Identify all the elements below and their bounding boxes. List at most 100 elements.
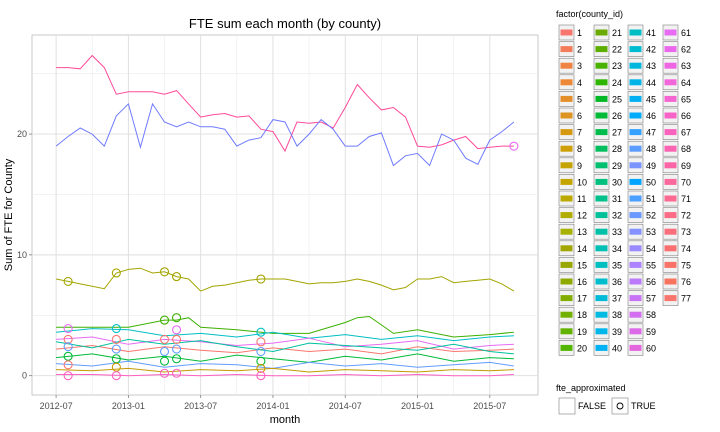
approximated-point xyxy=(172,344,182,354)
legend-label: 13 xyxy=(577,227,587,237)
approximated-point xyxy=(111,344,121,354)
approximated-point xyxy=(111,371,121,381)
legend-label: 25 xyxy=(612,94,622,104)
legend-swatch xyxy=(664,228,677,235)
legend-label: 9 xyxy=(577,161,582,171)
legend-swatch xyxy=(629,328,642,335)
legend-swatch xyxy=(629,228,642,235)
legend-swatch xyxy=(560,95,573,102)
legend-swatch xyxy=(629,195,642,202)
approximated-point xyxy=(509,141,519,151)
legend-swatch xyxy=(560,311,573,318)
shape-legend-key xyxy=(558,397,576,415)
legend-label: 72 xyxy=(681,211,691,221)
legend-label: 29 xyxy=(612,161,622,171)
legend-swatch xyxy=(664,261,677,268)
legend-swatch xyxy=(595,178,608,185)
legend-label: 21 xyxy=(612,28,622,38)
legend-swatch xyxy=(664,145,677,152)
legend-swatch xyxy=(664,29,677,36)
legend-swatch xyxy=(629,112,642,119)
approximated-point xyxy=(159,334,170,344)
legend-label: 65 xyxy=(681,94,691,104)
legend-swatch xyxy=(664,95,677,102)
x-axis-ticks: 2012-07 2013-01 2013-07 2014-01 2014-07 2015-… xyxy=(40,395,506,411)
approximated-point xyxy=(63,360,73,370)
x-tick-label: 2015-01 xyxy=(401,401,434,411)
legend-label: 1 xyxy=(577,28,582,38)
legend-swatch xyxy=(629,295,642,302)
legend-label: 8 xyxy=(577,144,582,154)
legend-swatch xyxy=(595,344,608,351)
legend-label: 26 xyxy=(612,111,622,121)
legend-label: 6 xyxy=(577,111,582,121)
legend-label: 37 xyxy=(612,294,622,304)
series-line xyxy=(56,328,514,342)
legend-label: 66 xyxy=(681,111,691,121)
shape-legend-label: TRUE xyxy=(631,401,656,411)
legend-swatch xyxy=(560,162,573,169)
legend-label: 44 xyxy=(646,78,656,88)
legend-label: 18 xyxy=(577,310,587,320)
legend-label: 70 xyxy=(681,177,691,187)
legend-swatch xyxy=(664,62,677,69)
legend-swatch xyxy=(560,129,573,136)
legend-swatch xyxy=(560,295,573,302)
legend-swatch xyxy=(560,328,573,335)
legend-label: 23 xyxy=(612,61,622,71)
legend-label: 45 xyxy=(646,94,656,104)
legend-label: 53 xyxy=(646,227,656,237)
legend-swatch xyxy=(560,278,573,285)
legend-label: 14 xyxy=(577,244,587,254)
legend-swatch xyxy=(664,295,677,302)
legend-swatch xyxy=(595,145,608,152)
legend-swatch xyxy=(629,46,642,53)
legend-swatch xyxy=(664,195,677,202)
x-tick-label: 2013-01 xyxy=(112,401,145,411)
legend-label: 32 xyxy=(612,211,622,221)
x-tick-label: 2013-07 xyxy=(184,401,217,411)
legend-label: 39 xyxy=(612,327,622,337)
legend-swatch xyxy=(595,46,608,53)
approximated-point xyxy=(256,274,266,284)
legend-label: 35 xyxy=(612,260,622,270)
legend-label: 55 xyxy=(646,260,656,270)
approximated-point xyxy=(63,371,73,381)
series-line xyxy=(56,353,514,363)
legend-swatch xyxy=(595,162,608,169)
approximated-point xyxy=(172,325,182,335)
series-line xyxy=(56,267,515,292)
legend-swatch xyxy=(629,278,642,285)
approximated-point xyxy=(159,267,170,277)
legend-label: 11 xyxy=(577,194,586,204)
shape-legend-key xyxy=(611,397,629,415)
legend-label: 38 xyxy=(612,310,622,320)
legend-label: 60 xyxy=(646,343,656,353)
approximated-point xyxy=(111,324,121,334)
series-line xyxy=(56,344,514,355)
legend-swatch xyxy=(629,29,642,36)
legend-swatch xyxy=(629,344,642,351)
legend-label: 27 xyxy=(612,128,622,138)
legend-swatch xyxy=(629,62,642,69)
legend-swatch xyxy=(560,178,573,185)
legend-label: 59 xyxy=(646,327,656,337)
approximated-point xyxy=(172,334,182,344)
approximated-point xyxy=(63,324,73,334)
shape-legend-label: FALSE xyxy=(578,401,606,411)
legend-label: 7 xyxy=(577,128,582,138)
legend-swatch xyxy=(595,328,608,335)
legend-swatch xyxy=(664,79,677,86)
y-tick-label: 0 xyxy=(22,371,27,381)
legend-swatch xyxy=(560,228,573,235)
approximated-point xyxy=(256,346,266,357)
legend-swatch xyxy=(629,261,642,268)
series-line xyxy=(56,336,514,350)
legend-label: 4 xyxy=(577,78,582,88)
legend-swatch xyxy=(595,261,608,268)
legend-label: 69 xyxy=(681,161,691,171)
legend-label: 20 xyxy=(577,343,587,353)
legend-swatch xyxy=(560,261,573,268)
shape-legend: fte_approximated FALSE TRUE xyxy=(556,383,656,415)
x-tick-label: 2014-01 xyxy=(256,401,289,411)
